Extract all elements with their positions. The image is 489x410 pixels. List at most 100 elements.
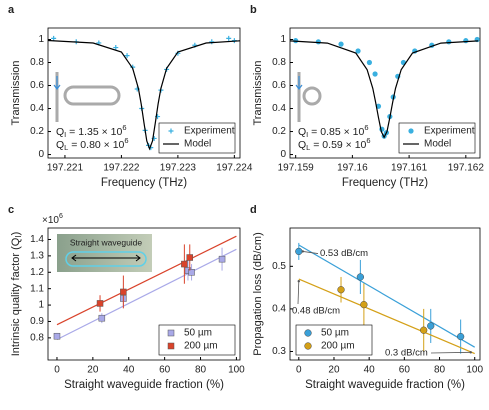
q-annotation: QI = 1.35 × 106 bbox=[56, 123, 127, 139]
marker bbox=[463, 38, 469, 44]
marker bbox=[338, 41, 344, 47]
axes-frame bbox=[289, 227, 481, 361]
panel-label: c bbox=[8, 204, 14, 216]
y-axis-label-text: Intrinsic quality factor (Q bbox=[10, 237, 22, 356]
x-axis-label: Straight waveguide fraction (%) bbox=[64, 379, 224, 391]
marker bbox=[457, 332, 465, 341]
model-line bbox=[289, 40, 479, 139]
y-tick-label: 0 bbox=[280, 149, 286, 160]
y-tick-label: 0.4 bbox=[272, 304, 286, 315]
x-axis-label: Straight waveguide fraction (%) bbox=[305, 379, 465, 391]
x-tick-label: 197.221 bbox=[47, 163, 84, 174]
q-annotation-part: = 0.80 × 10 bbox=[68, 139, 124, 151]
x-tick-label: 80 bbox=[195, 365, 207, 376]
x-tick-label: 197.223 bbox=[160, 163, 197, 174]
y-tick-label: 0.2 bbox=[30, 126, 44, 137]
annotation: 0.53 dB/cm bbox=[320, 248, 368, 259]
panel-label: b bbox=[250, 4, 257, 16]
legend-label: 50 µm bbox=[321, 328, 349, 339]
legend-swatch bbox=[167, 329, 175, 337]
y-tick-label: 1 bbox=[38, 34, 44, 45]
y-axis-label-sub: I bbox=[14, 235, 23, 237]
marker bbox=[218, 255, 226, 263]
annotation-arrow bbox=[302, 251, 319, 254]
x-tick-label: 0 bbox=[296, 365, 302, 376]
legend-label: Experiment bbox=[424, 126, 475, 137]
marker bbox=[181, 260, 188, 268]
q-annotation-part: Q bbox=[56, 139, 64, 151]
legend-label: 50 µm bbox=[184, 328, 212, 339]
y-tick-label: 0.6 bbox=[30, 80, 44, 91]
y-tick-label: 0.6 bbox=[272, 80, 286, 91]
y-axis-label-end: ) bbox=[10, 232, 22, 236]
panel-label: d bbox=[250, 204, 257, 216]
legend-swatch bbox=[304, 329, 312, 337]
x-tick-label: 100 bbox=[228, 365, 245, 376]
model-line bbox=[47, 39, 241, 151]
q-annotation-part: = 0.59 × 10 bbox=[310, 139, 366, 151]
marker bbox=[124, 53, 130, 59]
y-tick-label: 0.8 bbox=[272, 57, 286, 68]
q-annotation-part: 6 bbox=[364, 123, 368, 132]
y-axis-label: Transmission bbox=[252, 61, 264, 126]
q-annotation-part: Q bbox=[56, 126, 64, 138]
y-tick-label: 0.8 bbox=[30, 57, 44, 68]
y-axis-label: Transmission bbox=[10, 61, 22, 126]
x-tick-label: 80 bbox=[434, 365, 446, 376]
legend-box bbox=[398, 122, 476, 154]
y-axis-label-text: Transmission bbox=[252, 61, 264, 126]
q-annotation-part: 6 bbox=[124, 136, 128, 145]
q-annotation: QI = 0.85 × 106 bbox=[298, 123, 369, 139]
inset-racetrack bbox=[53, 72, 121, 122]
marker bbox=[427, 322, 435, 330]
x-tick-label: 197.159 bbox=[278, 163, 315, 174]
marker bbox=[366, 59, 373, 66]
y-multiplier-exp: 6 bbox=[59, 213, 63, 220]
annotation-arrow bbox=[430, 351, 471, 354]
y-multiplier: ×106 bbox=[42, 213, 63, 226]
q-annotation-part: = 0.85 × 10 bbox=[308, 126, 364, 138]
x-tick-label: 40 bbox=[364, 365, 376, 376]
x-tick-label: 197.224 bbox=[216, 163, 253, 174]
x-tick-label: 197.162 bbox=[448, 163, 485, 174]
marker bbox=[98, 314, 106, 322]
annotation: 0.3 dB/cm bbox=[385, 348, 428, 359]
fit-line bbox=[298, 278, 475, 355]
q-annotation: QL = 0.59 × 106 bbox=[298, 136, 371, 152]
legend-label: 200 µm bbox=[321, 341, 355, 352]
x-tick-label: 20 bbox=[328, 365, 340, 376]
y-tick-label: 1.4 bbox=[30, 234, 44, 245]
inset-photo bbox=[57, 234, 152, 272]
marker bbox=[53, 332, 61, 340]
x-tick-label: 60 bbox=[159, 365, 171, 376]
q-annotation-part: L bbox=[306, 143, 310, 152]
marker bbox=[51, 35, 57, 41]
q-annotation-part: 6 bbox=[366, 136, 370, 145]
marker bbox=[186, 254, 194, 261]
marker bbox=[96, 300, 104, 307]
y-axis-label-text: Propagation loss (dB/cm) bbox=[252, 232, 264, 356]
legend-label: 200 µm bbox=[184, 341, 218, 352]
axes-frame bbox=[47, 227, 241, 361]
panel-label: a bbox=[8, 4, 15, 16]
marker bbox=[113, 45, 119, 51]
y-tick-label: 0.5 bbox=[272, 261, 286, 272]
marker bbox=[226, 35, 232, 41]
legend-box bbox=[158, 122, 236, 154]
q-annotation-part: 6 bbox=[122, 123, 126, 132]
legend-label: Model bbox=[424, 139, 451, 150]
q-annotation-part: Q bbox=[298, 126, 306, 138]
q-annotation: QL = 0.80 × 106 bbox=[56, 136, 129, 152]
legend-label: Experiment bbox=[184, 126, 235, 137]
legend-swatch bbox=[168, 128, 174, 134]
x-tick-label: 20 bbox=[87, 365, 99, 376]
fit-line bbox=[56, 235, 237, 326]
x-tick-label: 100 bbox=[466, 365, 483, 376]
y-tick-label: 0.9 bbox=[30, 316, 44, 327]
legend-swatch bbox=[304, 342, 312, 350]
marker bbox=[337, 286, 345, 294]
marker bbox=[420, 326, 428, 334]
q-annotation-part: I bbox=[306, 130, 308, 139]
annotation-arrowhead bbox=[469, 351, 472, 354]
